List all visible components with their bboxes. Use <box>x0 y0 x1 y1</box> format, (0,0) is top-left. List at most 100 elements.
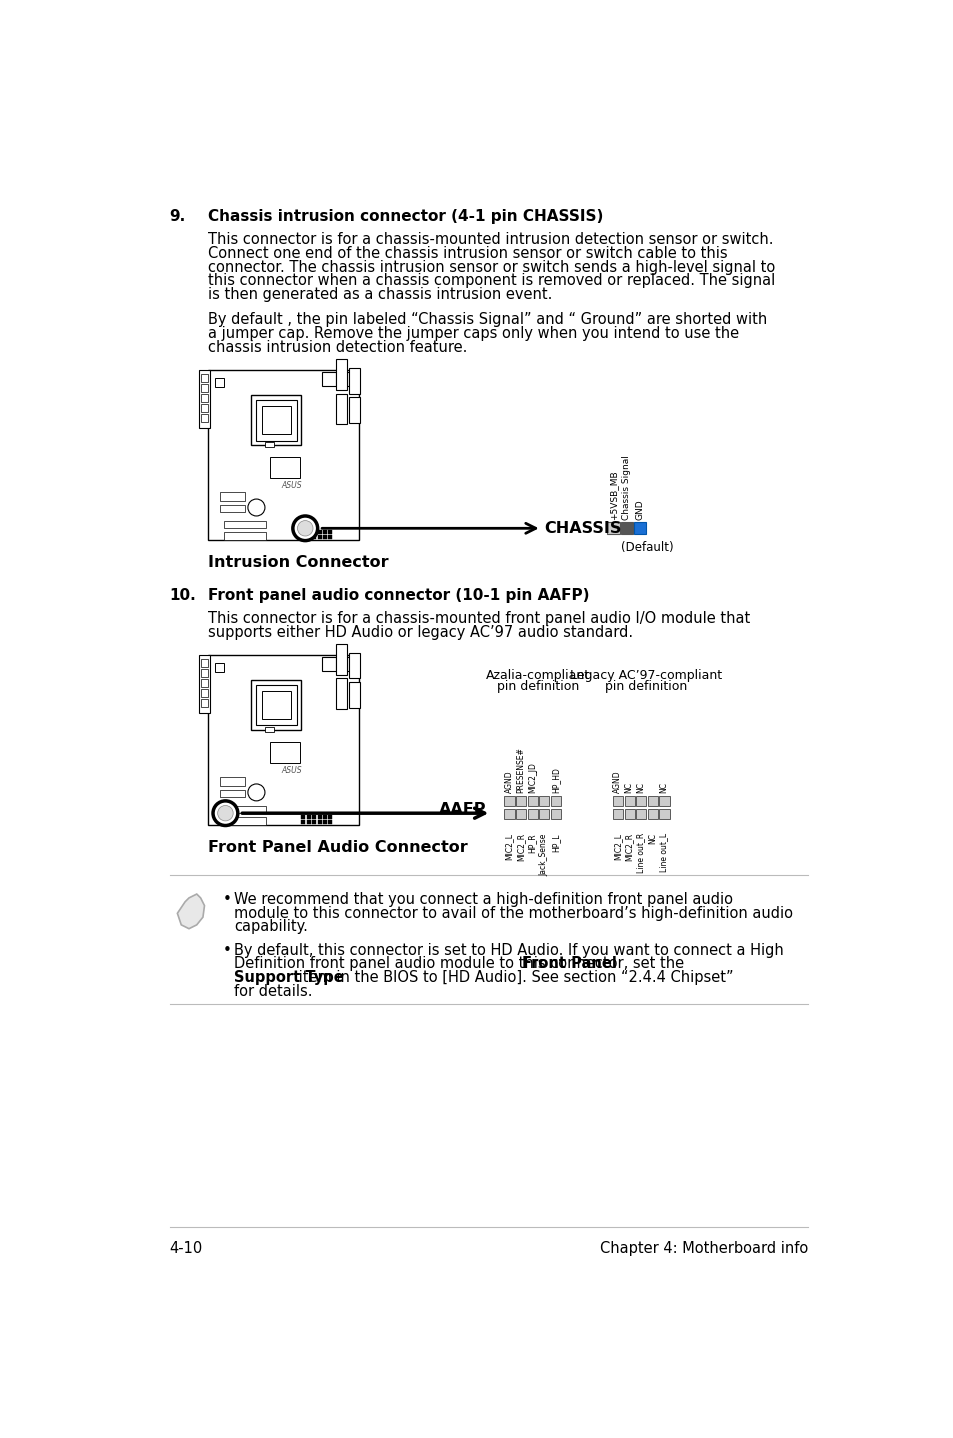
Bar <box>636 797 645 807</box>
Circle shape <box>297 521 313 536</box>
Bar <box>200 404 208 413</box>
Circle shape <box>217 805 233 821</box>
Bar <box>328 535 332 539</box>
Bar <box>220 789 245 797</box>
Bar <box>200 394 208 403</box>
Bar <box>633 522 645 535</box>
Text: NC: NC <box>624 782 633 794</box>
Bar <box>624 797 634 807</box>
Bar <box>200 384 208 393</box>
Bar <box>199 656 210 713</box>
Bar <box>265 441 274 447</box>
Bar <box>659 810 669 820</box>
Text: Definition front panel audio module to this connector, set the: Definition front panel audio module to t… <box>233 956 688 972</box>
Bar <box>647 810 658 820</box>
Text: GND: GND <box>635 499 644 519</box>
Bar <box>200 669 208 677</box>
Text: AGND: AGND <box>613 771 621 794</box>
Bar <box>312 529 315 533</box>
Bar <box>516 810 525 820</box>
Text: HP_R: HP_R <box>527 833 537 853</box>
Text: Support Type: Support Type <box>233 971 343 985</box>
Bar <box>527 797 537 807</box>
Bar <box>636 810 645 820</box>
Text: 4-10: 4-10 <box>170 1241 203 1257</box>
Text: AAFP: AAFP <box>438 802 486 817</box>
Bar <box>224 521 266 528</box>
Text: MIC2_L: MIC2_L <box>613 833 621 860</box>
Text: AGND: AGND <box>504 771 513 794</box>
Bar <box>659 797 669 807</box>
Text: MIC2_R: MIC2_R <box>516 833 525 861</box>
Bar <box>317 529 321 533</box>
Text: •: • <box>223 942 232 958</box>
Bar <box>224 805 266 814</box>
Text: (Default): (Default) <box>620 541 673 555</box>
Circle shape <box>293 516 317 541</box>
Bar <box>322 657 335 670</box>
Circle shape <box>248 499 265 516</box>
Bar <box>335 679 347 709</box>
Bar <box>612 810 622 820</box>
Text: Front Panel Audio Connector: Front Panel Audio Connector <box>208 840 468 856</box>
Bar <box>504 810 514 820</box>
Bar <box>208 656 359 825</box>
Bar <box>200 689 208 697</box>
Bar <box>340 657 348 670</box>
Bar <box>323 529 327 533</box>
Text: Chapter 4: Motherboard info: Chapter 4: Motherboard info <box>599 1241 807 1257</box>
Bar <box>620 522 633 535</box>
Bar <box>323 815 327 818</box>
Bar <box>335 394 347 424</box>
Bar <box>348 653 359 679</box>
Text: MIC2_L: MIC2_L <box>504 833 513 860</box>
Bar <box>265 728 274 732</box>
Bar <box>538 810 549 820</box>
Bar <box>348 682 359 707</box>
Bar <box>307 815 311 818</box>
Text: Front panel audio connector (10-1 pin AAFP): Front panel audio connector (10-1 pin AA… <box>208 588 589 603</box>
Text: pin definition: pin definition <box>497 680 578 693</box>
Bar <box>307 535 311 539</box>
Bar <box>270 742 299 764</box>
Text: MIC2_JD: MIC2_JD <box>527 762 537 794</box>
Bar <box>607 522 619 535</box>
Text: 10.: 10. <box>170 588 196 603</box>
Text: Line out_L: Line out_L <box>659 833 668 873</box>
Text: This connector is for a chassis-mounted front panel audio I/O module that: This connector is for a chassis-mounted … <box>208 611 750 626</box>
Bar <box>220 505 245 512</box>
Text: Connect one end of the chassis intrusion sensor or switch cable to this: Connect one end of the chassis intrusion… <box>208 246 727 260</box>
Bar <box>312 815 315 818</box>
Text: Chassis Signal: Chassis Signal <box>621 454 631 519</box>
Text: supports either HD Audio or legacy AC’97 audio standard.: supports either HD Audio or legacy AC’97… <box>208 624 633 640</box>
Bar <box>504 797 514 807</box>
Text: this connector when a chassis component is removed or replaced. The signal: this connector when a chassis component … <box>208 273 775 289</box>
Bar <box>612 797 622 807</box>
Text: pin definition: pin definition <box>604 680 687 693</box>
Text: NC: NC <box>647 833 657 844</box>
Bar <box>550 797 560 807</box>
Bar <box>255 400 296 440</box>
Bar <box>251 395 301 446</box>
Bar <box>323 535 327 539</box>
Text: By default , the pin labeled “Chassis Signal” and “ Ground” are shorted with: By default , the pin labeled “Chassis Si… <box>208 312 767 326</box>
Bar <box>348 397 359 423</box>
Bar <box>200 659 208 667</box>
Bar <box>317 815 321 818</box>
Bar <box>348 368 359 394</box>
Bar <box>312 820 315 824</box>
Bar <box>647 797 658 807</box>
Bar <box>624 810 634 820</box>
Text: connector. The chassis intrusion sensor or switch sends a high-level signal to: connector. The chassis intrusion sensor … <box>208 260 775 275</box>
Bar <box>328 820 332 824</box>
Text: HP_L: HP_L <box>551 833 559 851</box>
Text: This connector is for a chassis-mounted intrusion detection sensor or switch.: This connector is for a chassis-mounted … <box>208 232 773 247</box>
Text: Azalia-compliant: Azalia-compliant <box>485 669 589 682</box>
Text: Front Panel: Front Panel <box>521 956 617 972</box>
Bar <box>200 699 208 707</box>
Text: Jack_Sense: Jack_Sense <box>538 833 548 876</box>
Text: +5VSB_MB: +5VSB_MB <box>609 470 618 519</box>
Bar <box>340 372 348 385</box>
Bar <box>208 371 359 539</box>
Bar <box>335 360 347 390</box>
